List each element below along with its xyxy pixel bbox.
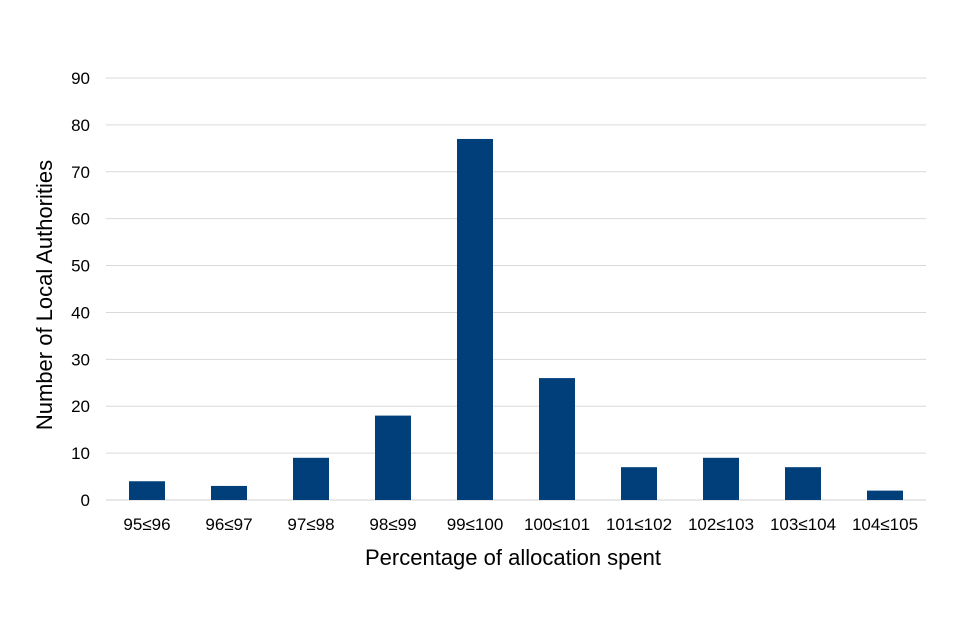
x-axis-title: Percentage of allocation spent bbox=[365, 545, 661, 570]
y-tick-label: 90 bbox=[71, 69, 90, 88]
bar bbox=[129, 481, 165, 500]
y-tick-label: 60 bbox=[71, 210, 90, 229]
x-tick-label: 104≤105 bbox=[852, 515, 918, 534]
y-tick-label: 50 bbox=[71, 257, 90, 276]
y-tick-label: 80 bbox=[71, 116, 90, 135]
y-axis-ticks: 0 10 20 30 40 50 60 70 80 90 bbox=[71, 69, 90, 510]
bar bbox=[539, 378, 575, 500]
bars bbox=[129, 138, 903, 500]
x-axis-ticks: 95≤96 96≤97 97≤98 98≤99 99≤100 100≤101 101≤102… bbox=[123, 515, 918, 534]
y-tick-label: 20 bbox=[71, 397, 90, 416]
bar bbox=[703, 457, 739, 500]
bar bbox=[375, 415, 411, 500]
y-axis-title: Number of Local Authorities bbox=[32, 160, 57, 430]
x-tick-label: 99≤100 bbox=[447, 515, 504, 534]
y-tick-label: 40 bbox=[71, 303, 90, 322]
bar bbox=[621, 467, 657, 500]
x-tick-label: 102≤103 bbox=[688, 515, 754, 534]
gridlines bbox=[106, 77, 926, 501]
x-tick-label: 97≤98 bbox=[287, 515, 334, 534]
x-tick-label: 98≤99 bbox=[369, 515, 416, 534]
y-tick-label: 70 bbox=[71, 163, 90, 182]
x-tick-label: 103≤104 bbox=[770, 515, 836, 534]
bar bbox=[785, 467, 821, 500]
y-tick-label: 30 bbox=[71, 350, 90, 369]
x-tick-label: 95≤96 bbox=[123, 515, 170, 534]
y-tick-label: 0 bbox=[81, 491, 90, 510]
bar bbox=[293, 457, 329, 500]
x-tick-label: 101≤102 bbox=[606, 515, 672, 534]
bar bbox=[867, 490, 903, 500]
x-tick-label: 96≤97 bbox=[205, 515, 252, 534]
bar bbox=[457, 138, 493, 500]
x-tick-label: 100≤101 bbox=[524, 515, 590, 534]
bar bbox=[211, 485, 247, 500]
y-tick-label: 10 bbox=[71, 444, 90, 463]
